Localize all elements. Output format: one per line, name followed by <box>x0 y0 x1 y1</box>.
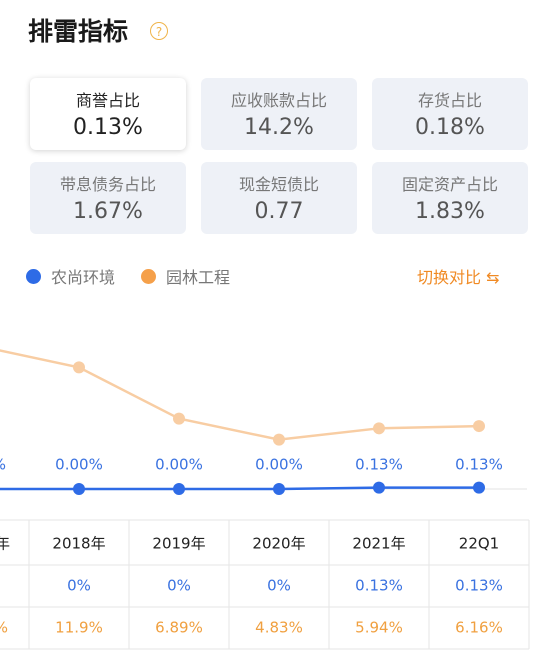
metric-label: 商誉占比 <box>75 91 140 110</box>
data-point <box>373 422 385 435</box>
data-point <box>173 483 185 495</box>
metric-value: 0.77 <box>254 199 304 224</box>
table-cell: 0% <box>267 577 291 595</box>
table-cell: 6.16% <box>455 619 503 637</box>
legend-item: 园林工程 <box>141 264 230 288</box>
table-cell: 6.89% <box>155 619 203 637</box>
metric-value: 14.2% <box>244 115 314 140</box>
legend: 农尚环境 园林工程 <box>26 264 256 288</box>
series-line <box>0 486 479 491</box>
data-label: 0.00% <box>255 456 303 474</box>
series-line <box>0 349 480 441</box>
table-cell: 5.94% <box>355 619 403 637</box>
metric-value: 1.83% <box>415 199 485 224</box>
table-cell: 0.13% <box>355 577 403 595</box>
table-header: 年 <box>0 535 10 553</box>
section-title: 排雷指标 <box>28 17 129 46</box>
metric-label: 带息债务占比 <box>59 175 156 194</box>
table-cell: 11.9% <box>55 619 103 637</box>
metric-card[interactable]: 带息债务占比 1.67% <box>30 162 186 234</box>
metric-value: 0.13% <box>73 115 143 140</box>
chart: % 0.00% 0.00% 0.00% 0.13% 0.13% 年 2018年 2019年 202… <box>0 349 530 650</box>
data-point <box>473 420 485 433</box>
switch-label[interactable]: 切换对比 <box>417 268 482 287</box>
table-header: 22Q1 <box>459 535 499 553</box>
table-cell: 4.83% <box>255 619 303 637</box>
switch-compare[interactable]: 切换对比 ⇆ <box>417 264 500 288</box>
metric-card[interactable]: 商誉占比 0.13% <box>30 78 186 150</box>
data-label: 0.13% <box>355 456 403 474</box>
metric-card[interactable]: 现金短债比 0.77 <box>201 162 357 234</box>
legend-label: 园林工程 <box>166 268 231 287</box>
table-cell: % <box>0 619 8 637</box>
table-header: 2021年 <box>352 535 405 553</box>
metric-card[interactable]: 固定资产占比 1.83% <box>372 162 528 234</box>
metric-value: 0.18% <box>415 115 485 140</box>
metric-label: 存货占比 <box>417 91 482 110</box>
metric-value: 1.67% <box>73 199 143 224</box>
metric-label: 应收账款占比 <box>230 91 327 110</box>
data-label: 0.00% <box>55 456 103 474</box>
metric-label: 固定资产占比 <box>401 175 498 194</box>
legend-dot <box>141 268 157 284</box>
legend-dot <box>26 268 41 284</box>
table-cell: 0% <box>167 577 191 595</box>
data-point <box>73 483 85 495</box>
data-point <box>173 412 185 425</box>
table-header: 2018年 <box>52 535 105 553</box>
metric-label: 现金短债比 <box>238 175 319 194</box>
table-cell: 0% <box>67 577 91 595</box>
data-point <box>273 483 285 495</box>
table-cell: 0.13% <box>455 577 503 595</box>
data-label: 0.13% <box>455 456 503 474</box>
metric-card[interactable]: 存货占比 0.18% <box>372 78 528 150</box>
table-header: 2019年 <box>152 535 205 553</box>
data-label: 0.00% <box>155 456 203 474</box>
help-icon[interactable]: ? <box>150 22 168 40</box>
metric-card[interactable]: 应收账款占比 14.2% <box>201 78 357 150</box>
legend-label: 农尚环境 <box>51 268 116 287</box>
switch-icon: ⇆ <box>486 268 500 287</box>
legend-item: 农尚环境 <box>26 264 115 288</box>
data-point <box>273 433 285 446</box>
data-point <box>373 481 385 494</box>
table-header: 2020年 <box>252 535 305 553</box>
metric-cards: 商誉占比 0.13% 应收账款占比 14.2% 存货占比 0.18% 带息债务占比 1.67%… <box>30 78 528 234</box>
data-point <box>473 481 485 494</box>
data-point <box>73 361 85 374</box>
data-label: % <box>0 456 6 474</box>
